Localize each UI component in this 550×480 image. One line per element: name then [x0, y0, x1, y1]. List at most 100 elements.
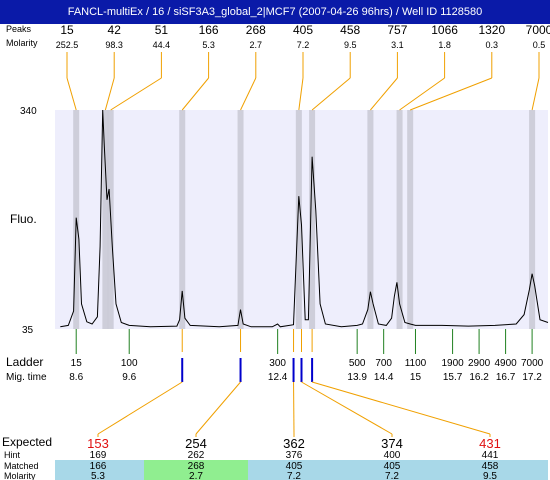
ladder-size-2: 300: [269, 358, 286, 369]
peak-band-10: [529, 110, 536, 329]
top-peak-molarity-6: 9.5: [344, 40, 357, 50]
top-leader-d-8: [399, 77, 445, 111]
top-peak-size-0: 15: [60, 23, 74, 37]
top-leader-d-6: [311, 77, 351, 111]
ladder-time-3: 13.9: [347, 372, 367, 383]
top-peak-size-4: 268: [246, 23, 266, 37]
ladder-time-7: 16.2: [469, 372, 489, 383]
top-peak-size-1: 42: [108, 23, 122, 37]
expected-value-1: 254: [185, 436, 207, 451]
top-peak-molarity-0: 252.5: [56, 40, 79, 50]
expected-leader-4: [311, 381, 491, 435]
top-leader-d-5: [298, 77, 304, 111]
matched-cell-bg-1: [144, 460, 248, 480]
hint-value-4: 441: [482, 450, 499, 461]
top-peak-molarity-3: 5.3: [202, 40, 215, 50]
ladder-size-3: 500: [349, 358, 366, 369]
peak-band-5: [295, 110, 302, 329]
expected-value-3: 374: [381, 436, 403, 451]
top-peak-size-2: 51: [155, 23, 169, 37]
fluorescence-trace: [60, 109, 549, 328]
window-title: FANCL-multiEx / 16 / siSF3A3_global_2|MC…: [0, 0, 550, 24]
molarity-label: Molarity: [6, 38, 38, 48]
y-tick-min: 35: [22, 325, 34, 336]
matched-value-4: 458: [482, 461, 499, 472]
ladder-time-2: 12.4: [268, 372, 288, 383]
top-leader-d-1: [104, 77, 115, 111]
molarity-value-2: 7.2: [287, 471, 301, 480]
ladder-size-9: 7000: [521, 358, 544, 369]
hint-value-1: 262: [188, 450, 205, 461]
top-leader-d-3: [181, 77, 209, 111]
top-leader-d-4: [240, 77, 257, 111]
top-leader-d-2: [110, 77, 162, 111]
top-leader-d-0: [66, 77, 77, 111]
peak-band-3: [179, 110, 186, 329]
top-peak-size-5: 405: [293, 23, 313, 37]
fluo-label: Fluo.: [10, 212, 37, 226]
hint-value-0: 169: [90, 450, 107, 461]
molarity-value-0: 5.3: [91, 471, 105, 480]
top-peak-size-6: 458: [340, 23, 360, 37]
ladder-label: Ladder: [6, 355, 43, 369]
y-tick-max: 340: [20, 106, 37, 117]
ladder-time-4: 14.4: [374, 372, 394, 383]
molarity-value-1: 2.7: [189, 471, 203, 480]
peak-band-6: [309, 110, 316, 329]
expected-value-2: 362: [283, 436, 305, 451]
hint-value-3: 400: [384, 450, 401, 461]
top-leader-d-10: [531, 77, 540, 111]
top-leader-d-7: [370, 77, 398, 111]
top-peak-molarity-2: 44.4: [153, 40, 171, 50]
top-peak-size-9: 1320: [478, 23, 505, 37]
ladder-size-1: 100: [121, 358, 138, 369]
ladder-size-5: 1100: [405, 358, 427, 369]
top-peak-size-7: 757: [387, 23, 407, 37]
expected-leader-3: [301, 381, 393, 435]
matched-value-0: 166: [90, 461, 107, 472]
top-peak-molarity-5: 7.2: [297, 40, 310, 50]
expected-value-0: 153: [87, 436, 109, 451]
molarity-value-4: 9.5: [483, 471, 497, 480]
expected-leader-1: [195, 381, 241, 435]
peak-band-7: [367, 110, 374, 329]
hint-value-2: 376: [286, 450, 303, 461]
ladder-time-0: 8.6: [69, 372, 83, 383]
peaks-label: Peaks: [6, 24, 32, 34]
peak-band-8: [396, 110, 403, 329]
top-peak-molarity-7: 3.1: [391, 40, 404, 50]
ladder-size-6: 1900: [441, 358, 464, 369]
molarity-bottom-label: Molarity: [4, 471, 36, 480]
ladder-time-6: 15.7: [443, 372, 463, 383]
ladder-time-5: 15: [410, 372, 422, 383]
ladder-size-0: 15: [71, 358, 83, 369]
top-peak-molarity-10: 0.5: [533, 40, 546, 50]
matched-value-3: 405: [384, 461, 401, 472]
top-peak-molarity-4: 2.7: [250, 40, 263, 50]
ladder-size-4: 700: [375, 358, 392, 369]
matched-value-2: 405: [286, 461, 303, 472]
hint-label: Hint: [4, 450, 21, 460]
top-peak-size-10: 7000: [526, 23, 550, 37]
ladder-time-9: 17.2: [522, 372, 542, 383]
ladder-time-8: 16.7: [496, 372, 516, 383]
top-peak-molarity-8: 1.8: [438, 40, 451, 50]
expected-leader-0: [97, 381, 183, 435]
peak-band-4: [237, 110, 244, 329]
peak-band-1: [102, 110, 109, 329]
ladder-time-1: 9.6: [122, 372, 136, 383]
molarity-value-3: 7.2: [385, 471, 399, 480]
matched-value-1: 268: [188, 461, 205, 472]
top-peak-size-8: 1066: [431, 23, 458, 37]
mig-time-label: Mig. time: [6, 372, 47, 383]
top-peak-molarity-1: 98.3: [105, 40, 123, 50]
top-peak-size-3: 166: [199, 23, 219, 37]
ladder-size-8: 4900: [494, 358, 517, 369]
matched-label: Matched: [4, 461, 39, 471]
expected-label: Expected: [2, 435, 52, 449]
expected-value-4: 431: [479, 436, 501, 451]
peak-band-9: [407, 110, 414, 329]
ladder-size-7: 2900: [468, 358, 491, 369]
top-peak-molarity-9: 0.3: [486, 40, 499, 50]
